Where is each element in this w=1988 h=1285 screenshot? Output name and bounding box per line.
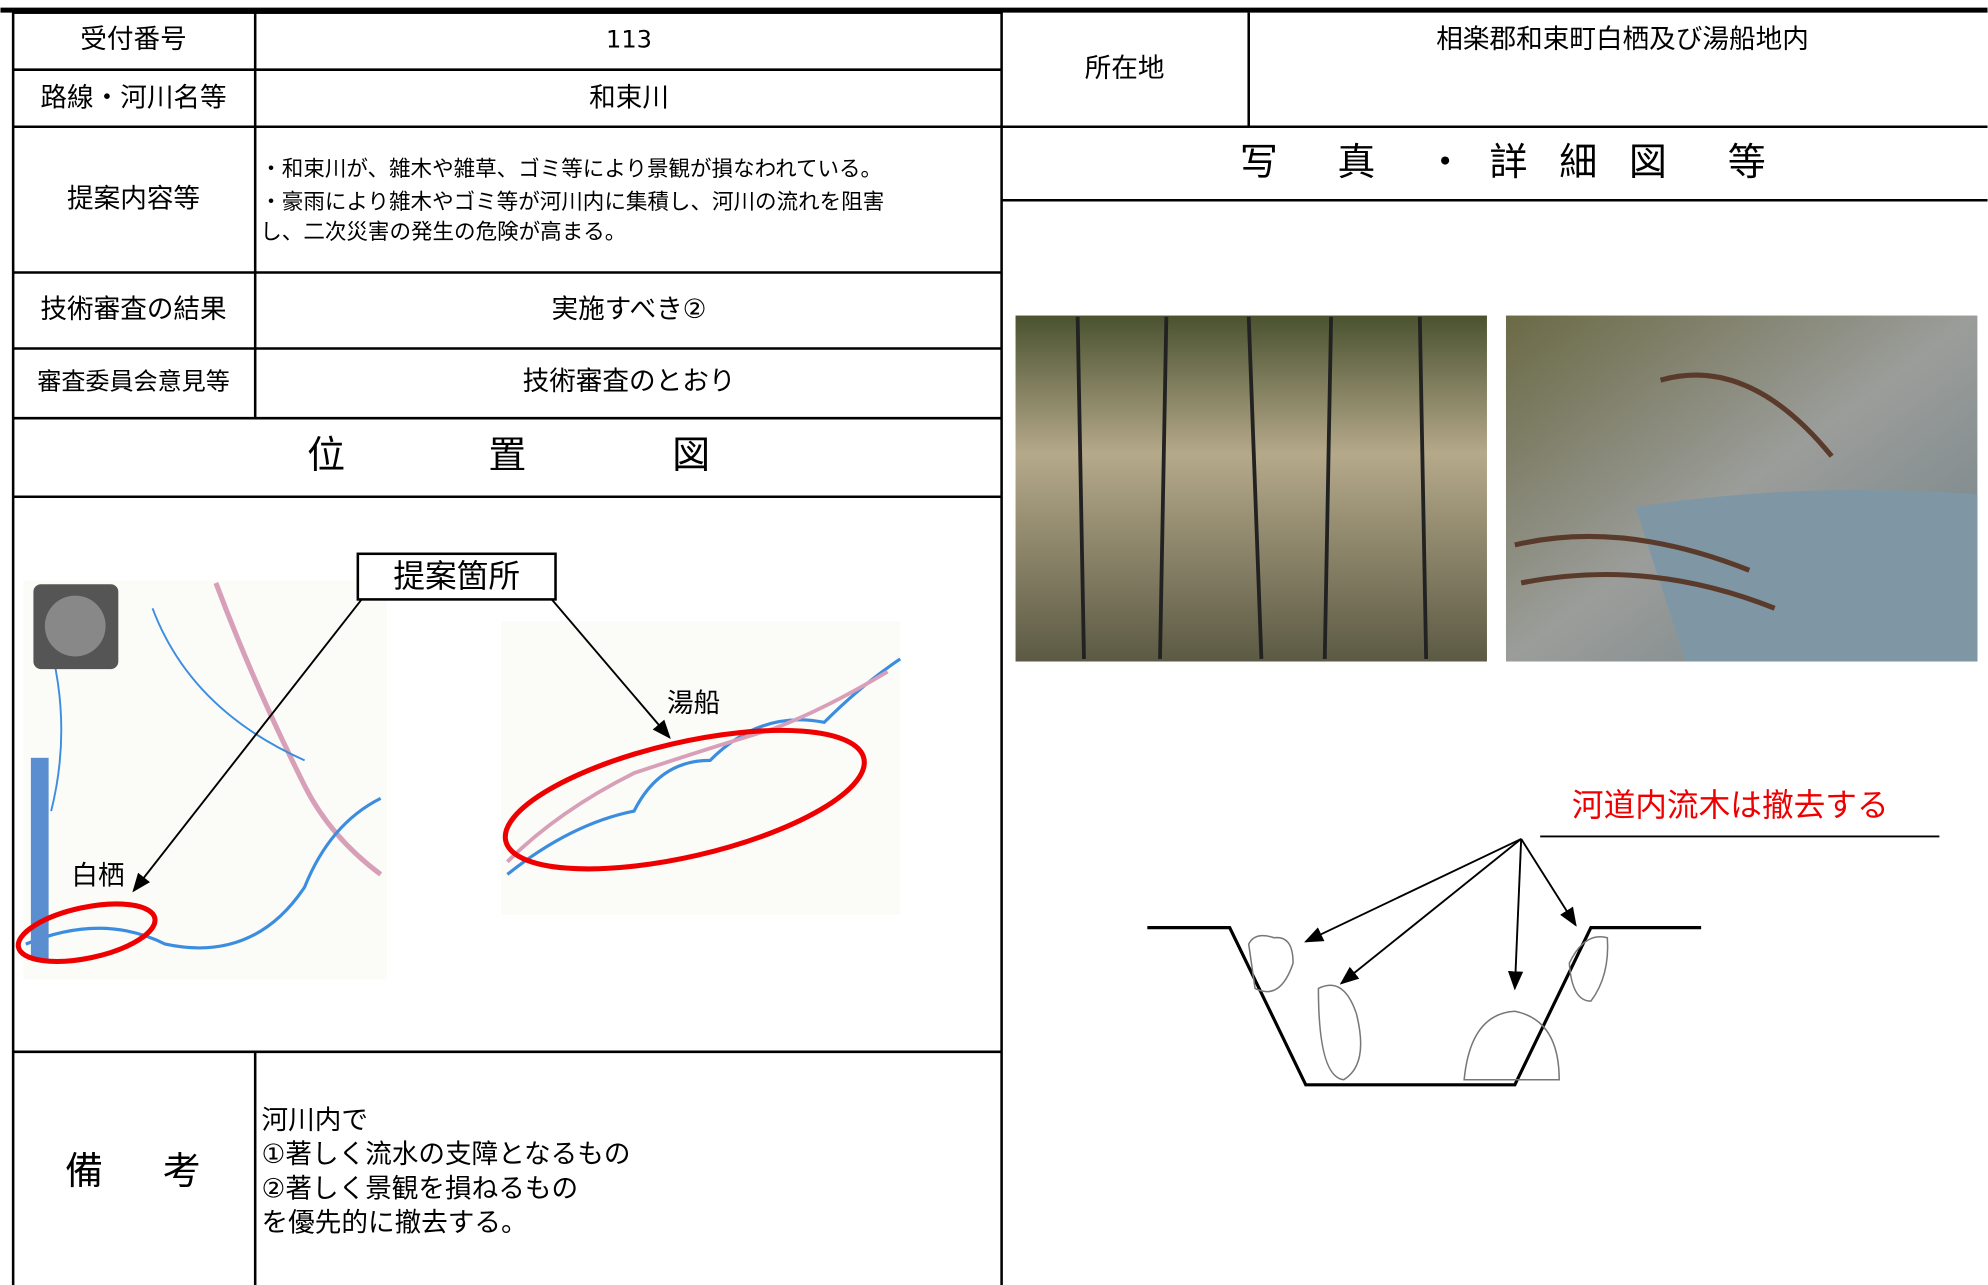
photo-trees: [1075, 316, 1429, 660]
map-zoom: [30, 757, 49, 961]
photo-title: 写 真 ・ 詳 細 図 等: [1240, 140, 1766, 184]
fields: 受付番号 113 路線・河川名等 和束川 提案内容等 ・和束川が、雑木や雑草、ゴ…: [37, 24, 1809, 397]
remark-line: 河川内で: [262, 1105, 368, 1136]
label-char: 備: [65, 1149, 103, 1193]
callout: 提案箇所: [393, 559, 520, 595]
char: 詳: [1489, 140, 1527, 184]
value: 実施すべき②: [552, 294, 707, 325]
char: 写: [1240, 140, 1278, 184]
value-line: ・豪雨により雑木やゴミ等が河川内に集積し、河川の流れを阻害: [260, 190, 884, 215]
char: 図: [1629, 140, 1667, 184]
value: 和束川: [589, 82, 669, 113]
diagram: 河道内流木は撤去する: [1147, 788, 1940, 1087]
highlight: [15, 901, 158, 964]
remark-line: ①著しく流水の支障となるもの: [262, 1139, 631, 1170]
table-lines: [0, 7, 1988, 1285]
remark-line: ②著しく景観を損ねるもの: [262, 1173, 579, 1204]
label: 技術審査の結果: [40, 294, 226, 325]
value: 113: [606, 26, 652, 54]
value-line: し、二次災害の発生の危険が高まる。: [260, 220, 626, 245]
value: 相楽郡和束町白栖及び湯船地内: [1436, 24, 1809, 55]
photo-branches: [1514, 372, 1834, 611]
char: 細: [1559, 140, 1597, 184]
label: 所在地: [1085, 53, 1165, 84]
place: 白栖: [71, 860, 124, 891]
value-line: ・和束川が、雑木や雑草、ゴミ等により景観が損なわれている。: [260, 157, 882, 182]
map: 提案箇所 白栖 湯船: [15, 552, 902, 980]
char: 真: [1337, 140, 1375, 184]
remark-line: を優先的に撤去する。: [262, 1208, 528, 1239]
map-title: 位 置 図: [307, 433, 710, 477]
label: 路線・河川名等: [40, 82, 226, 113]
label: 受付番号: [80, 24, 186, 55]
char: 置: [488, 433, 526, 477]
remarks: 備 考 河川内で ①著しく流水の支障となるもの ②著しく景観を損ねるもの を優先…: [65, 1105, 630, 1239]
label: 審査委員会意見等: [37, 368, 230, 396]
char: 位: [307, 433, 345, 477]
diagram-label: 河道内流木は撤去する: [1572, 788, 1889, 824]
map-panel: [501, 620, 901, 915]
value: 技術審査のとおり: [523, 366, 736, 397]
highlight: [502, 727, 867, 872]
photo-water: [1635, 490, 1978, 662]
callout-box: [356, 552, 557, 601]
char: 等: [1728, 140, 1766, 184]
photos: [1015, 315, 1978, 662]
place: 湯船: [667, 688, 720, 719]
label-char: 考: [163, 1149, 201, 1193]
label: 提案内容等: [67, 184, 200, 215]
char: ・: [1426, 140, 1464, 184]
char: 図: [672, 433, 710, 477]
